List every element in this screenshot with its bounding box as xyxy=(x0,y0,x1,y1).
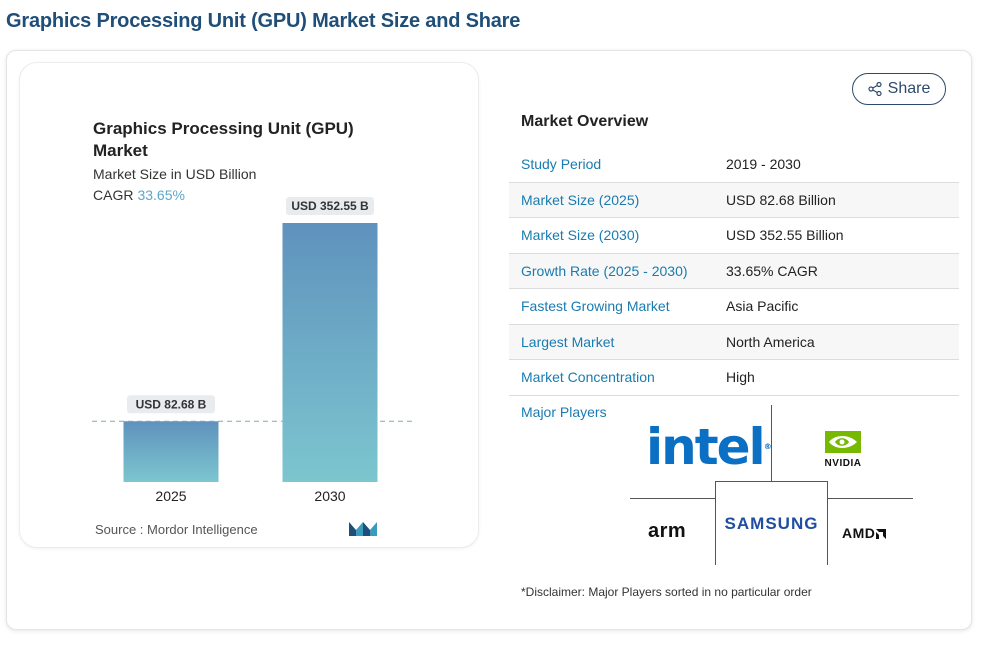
data-label: USD 82.68 B xyxy=(136,397,207,411)
amd-arrow-icon xyxy=(876,529,887,539)
share-button[interactable]: Share xyxy=(852,73,946,105)
row-value: USD 82.68 Billion xyxy=(726,191,836,208)
cagr-value: 33.65% xyxy=(137,187,185,203)
data-label-bg xyxy=(127,395,215,414)
row-key: Study Period xyxy=(521,156,602,173)
mordor-intelligence-logo xyxy=(349,522,377,536)
table-row: Market Size (2030) USD 352.55 Billion xyxy=(509,218,959,254)
chart-title: Graphics Processing Unit (GPU) Market xyxy=(93,119,354,160)
disclaimer: *Disclaimer: Major Players sorted in no … xyxy=(521,585,812,599)
row-key: Market Size (2025) xyxy=(521,191,640,208)
nvidia-eye-icon xyxy=(825,431,861,453)
x-tick-label: 2025 xyxy=(155,488,186,504)
row-key: Growth Rate (2025 - 2030) xyxy=(521,262,688,279)
market-overview-title: Market Overview xyxy=(521,113,649,130)
row-key: Largest Market xyxy=(521,333,615,350)
nvidia-logo: NVIDIA xyxy=(818,431,868,469)
cagr-label: CAGR xyxy=(93,187,134,203)
share-label: Share xyxy=(887,80,931,97)
share-icon xyxy=(868,82,882,96)
intel-logo: intel® xyxy=(646,418,772,476)
chart-source: Source : Mordor Intelligence xyxy=(95,522,258,537)
grid-divider xyxy=(828,498,913,499)
table-row: Study Period 2019 - 2030 xyxy=(509,147,959,183)
amd-logo: AMD xyxy=(842,525,887,541)
table-row: Fastest Growing Market Asia Pacific xyxy=(509,289,959,325)
row-key: Market Size (2030) xyxy=(521,227,640,244)
row-value: 2019 - 2030 xyxy=(726,156,801,173)
table-row: Market Concentration High xyxy=(509,360,959,396)
table-row: Largest Market North America xyxy=(509,324,959,360)
nvidia-logo-text: NVIDIA xyxy=(824,458,862,469)
table-row: Market Size (2025) USD 82.68 Billion xyxy=(509,182,959,218)
row-value: High xyxy=(726,369,755,386)
samsung-logo: SAMSUNG xyxy=(724,513,819,533)
chart-cagr: CAGR 33.65% xyxy=(93,187,185,203)
row-value: Asia Pacific xyxy=(726,298,799,315)
bar-2030 xyxy=(282,223,378,482)
arm-logo: arm xyxy=(648,520,687,542)
market-overview-table: Study Period 2019 - 2030 Market Size (202… xyxy=(509,147,959,396)
intel-logo-text: intel xyxy=(646,418,766,476)
grid-divider xyxy=(771,405,772,481)
major-players-grid: intel® NVIDIA arm SAMSUNG AMD xyxy=(630,405,913,565)
row-value: North America xyxy=(726,333,815,350)
major-players-label: Major Players xyxy=(521,404,607,420)
x-tick-label: 2030 xyxy=(314,488,345,504)
row-value: 33.65% CAGR xyxy=(726,262,818,279)
data-label-bg xyxy=(286,197,374,215)
row-key: Fastest Growing Market xyxy=(521,298,670,315)
samsung-box: SAMSUNG xyxy=(715,481,828,565)
chart-card xyxy=(19,62,479,548)
page-title: Graphics Processing Unit (GPU) Market Si… xyxy=(6,10,521,32)
grid-divider xyxy=(630,498,715,499)
table-row: Growth Rate (2025 - 2030) 33.65% CAGR xyxy=(509,253,959,289)
bar-2025 xyxy=(123,421,219,482)
row-key: Market Concentration xyxy=(521,369,655,386)
data-label: USD 352.55 B xyxy=(291,199,369,213)
chart-subtitle: Market Size in USD Billion xyxy=(93,166,257,182)
amd-logo-text: AMD xyxy=(842,525,876,541)
row-value: USD 352.55 Billion xyxy=(726,227,844,244)
